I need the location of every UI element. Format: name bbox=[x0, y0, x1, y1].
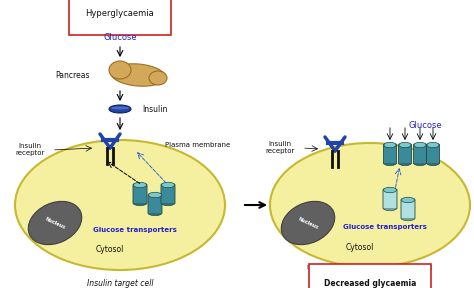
Ellipse shape bbox=[133, 200, 146, 206]
Ellipse shape bbox=[399, 160, 411, 166]
Text: Insulin
receptor: Insulin receptor bbox=[15, 143, 45, 156]
Ellipse shape bbox=[28, 201, 82, 245]
FancyBboxPatch shape bbox=[383, 144, 396, 164]
Ellipse shape bbox=[383, 187, 397, 193]
Ellipse shape bbox=[15, 140, 225, 270]
FancyBboxPatch shape bbox=[161, 184, 175, 204]
FancyBboxPatch shape bbox=[383, 189, 397, 209]
Ellipse shape bbox=[401, 197, 415, 203]
Ellipse shape bbox=[109, 61, 131, 79]
Ellipse shape bbox=[270, 143, 470, 267]
Ellipse shape bbox=[149, 71, 167, 85]
Ellipse shape bbox=[148, 210, 162, 216]
Text: Decreased glycaemia: Decreased glycaemia bbox=[324, 279, 416, 288]
FancyBboxPatch shape bbox=[148, 194, 162, 214]
Ellipse shape bbox=[384, 142, 396, 148]
Ellipse shape bbox=[110, 64, 165, 86]
FancyBboxPatch shape bbox=[413, 144, 427, 164]
Ellipse shape bbox=[384, 160, 396, 166]
Text: Pancreas: Pancreas bbox=[55, 71, 90, 79]
Text: Glucose transporters: Glucose transporters bbox=[93, 227, 177, 233]
Ellipse shape bbox=[162, 182, 174, 188]
Text: Insulin target cell: Insulin target cell bbox=[87, 278, 153, 287]
Ellipse shape bbox=[281, 201, 335, 245]
Ellipse shape bbox=[414, 160, 426, 166]
Text: Nucleus: Nucleus bbox=[44, 216, 66, 230]
Ellipse shape bbox=[383, 205, 397, 211]
Text: Plasma membrane: Plasma membrane bbox=[165, 142, 230, 148]
Ellipse shape bbox=[399, 142, 411, 148]
Text: Nucleus: Nucleus bbox=[297, 216, 319, 230]
Text: Uptake of glucose by the target cell: Uptake of glucose by the target cell bbox=[308, 265, 432, 271]
Text: Cytosol: Cytosol bbox=[346, 242, 374, 251]
FancyBboxPatch shape bbox=[133, 184, 147, 204]
Text: Glucose: Glucose bbox=[408, 120, 442, 130]
Text: Hyperglycaemia: Hyperglycaemia bbox=[86, 10, 155, 18]
Ellipse shape bbox=[148, 192, 162, 198]
Ellipse shape bbox=[427, 142, 439, 148]
Ellipse shape bbox=[111, 107, 129, 109]
Text: Insulin: Insulin bbox=[142, 105, 167, 113]
Ellipse shape bbox=[133, 182, 146, 188]
FancyBboxPatch shape bbox=[401, 199, 415, 219]
Ellipse shape bbox=[427, 160, 439, 166]
Text: Glucose: Glucose bbox=[103, 33, 137, 43]
Ellipse shape bbox=[162, 200, 174, 206]
Text: Glucose transporters: Glucose transporters bbox=[343, 224, 427, 230]
FancyBboxPatch shape bbox=[427, 144, 439, 164]
FancyBboxPatch shape bbox=[399, 144, 411, 164]
Ellipse shape bbox=[401, 215, 415, 221]
Ellipse shape bbox=[414, 142, 426, 148]
Ellipse shape bbox=[109, 105, 131, 113]
Text: Cytosol: Cytosol bbox=[96, 245, 124, 255]
Text: Insulin
receptor: Insulin receptor bbox=[265, 141, 295, 154]
